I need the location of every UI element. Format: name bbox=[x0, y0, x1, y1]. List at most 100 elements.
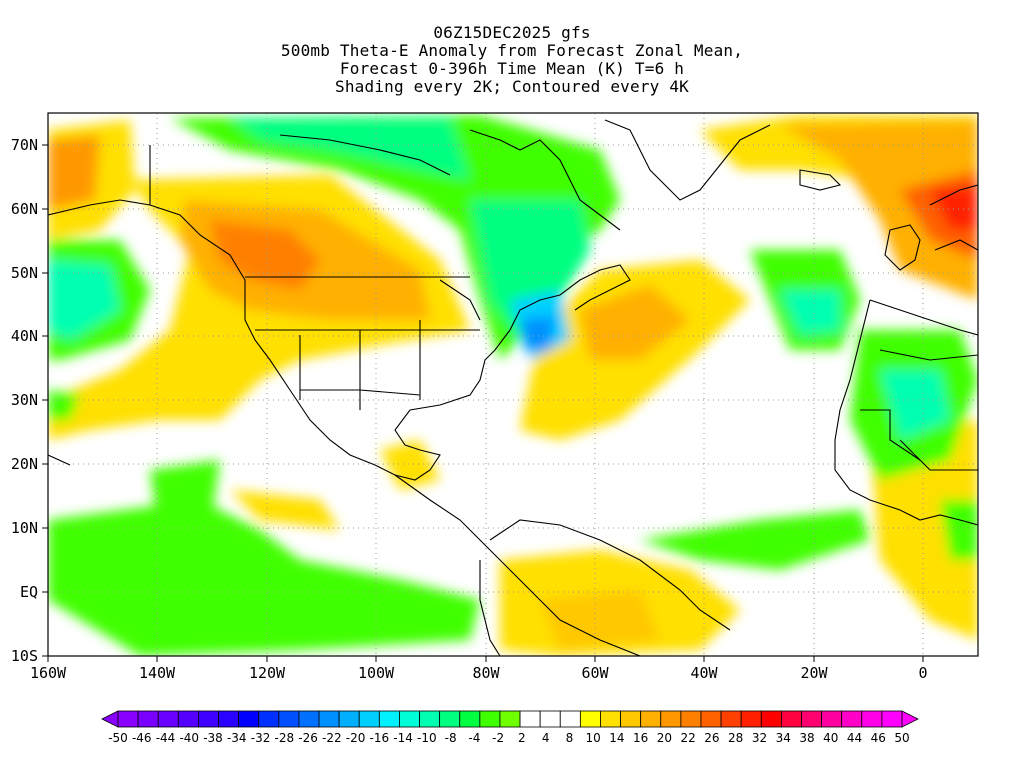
colorbar-box bbox=[600, 710, 621, 728]
colorbar-label: 44 bbox=[847, 731, 862, 745]
colorbar-box bbox=[338, 710, 360, 728]
lon-tick-label: 80W bbox=[472, 664, 500, 682]
colorbar-label: -40 bbox=[179, 731, 199, 745]
colorbar-label: 14 bbox=[609, 731, 624, 745]
colorbar-box bbox=[801, 710, 822, 728]
title-line-3: Forecast 0-396h Time Mean (K) T=6 h bbox=[339, 59, 685, 78]
colorbar-label: -46 bbox=[132, 731, 152, 745]
colorbar-label: -10 bbox=[417, 731, 437, 745]
lat-tick-label: 10N bbox=[11, 519, 38, 537]
colorbar-box bbox=[660, 710, 682, 728]
lat-tick-label: 60N bbox=[11, 200, 38, 218]
colorbar-box bbox=[620, 710, 642, 728]
colorbar-label: 2 bbox=[518, 731, 526, 745]
colorbar-label: -44 bbox=[156, 731, 176, 745]
colorbar-box bbox=[579, 710, 601, 728]
colorbar-box bbox=[680, 710, 702, 728]
colorbar-label: 4 bbox=[542, 731, 550, 745]
lat-tick-label: 50N bbox=[11, 264, 38, 282]
colorbar-box bbox=[881, 710, 903, 728]
colorbar-box bbox=[177, 710, 199, 728]
colorbar-box bbox=[559, 710, 581, 728]
lat-tick-labels: 10S EQ 10N 20N 30N 40N 50N 60N 70N bbox=[11, 136, 38, 665]
colorbar-label: 40 bbox=[823, 731, 838, 745]
colorbar-box bbox=[459, 710, 481, 728]
title-block: 06Z15DEC2025 gfs 500mb Theta-E Anomaly f… bbox=[0, 24, 1024, 96]
title-line-1: 06Z15DEC2025 gfs bbox=[433, 23, 591, 42]
colorbar-box bbox=[278, 710, 300, 728]
colorbar-label: 26 bbox=[704, 731, 719, 745]
colorbar-label: 50 bbox=[894, 731, 909, 745]
colorbar-label: -34 bbox=[227, 731, 247, 745]
colorbar-box bbox=[760, 710, 782, 728]
colorbar-box bbox=[399, 710, 420, 728]
colorbar-box bbox=[298, 710, 320, 728]
colorbar-label: 16 bbox=[633, 731, 648, 745]
lon-tick-label: 20W bbox=[800, 664, 828, 682]
colorbar-label: 8 bbox=[566, 731, 574, 745]
lon-tick-label: 0 bbox=[918, 664, 927, 682]
colorbar-box bbox=[479, 710, 501, 728]
colorbar-right-arrow bbox=[901, 710, 919, 728]
colorbar-box bbox=[499, 710, 521, 728]
lat-tick-label: 20N bbox=[11, 455, 38, 473]
colorbar-label: 28 bbox=[728, 731, 743, 745]
colorbar-label: 10 bbox=[586, 731, 601, 745]
colorbar-box bbox=[198, 710, 219, 728]
colorbar-box bbox=[841, 710, 863, 728]
colorbar-label: -8 bbox=[445, 731, 457, 745]
colorbar-label: -38 bbox=[203, 731, 223, 745]
map-frame bbox=[47, 112, 979, 657]
lon-tick-label: 100W bbox=[358, 664, 395, 682]
colorbar-box bbox=[117, 710, 139, 728]
colorbar-box bbox=[439, 710, 461, 728]
lat-tick-label: 40N bbox=[11, 327, 38, 345]
lon-tick-label: 120W bbox=[249, 664, 286, 682]
shading-layer bbox=[48, 113, 978, 656]
lat-tick-label: EQ bbox=[20, 583, 38, 601]
tick-marks bbox=[42, 144, 924, 662]
colorbar-box bbox=[258, 710, 280, 728]
colorbar-label: -22 bbox=[322, 731, 342, 745]
colorbar: -50 -46 -44 -40 -38 -34 -32 -28 -26 -22 -20 -16 -14-… bbox=[101, 710, 919, 745]
colorbar-box bbox=[378, 710, 400, 728]
colorbar-label: 46 bbox=[871, 731, 886, 745]
lon-tick-labels: 160W 140W 120W 100W 80W 60W 40W 20W 0 bbox=[30, 664, 928, 682]
colorbar-box bbox=[720, 710, 742, 728]
colorbar-label: 22 bbox=[681, 731, 696, 745]
colorbar-box bbox=[700, 710, 722, 728]
colorbar-label: -28 bbox=[274, 731, 294, 745]
colorbar-box bbox=[861, 710, 883, 728]
colorbar-box bbox=[519, 710, 541, 728]
colorbar-label: -20 bbox=[346, 731, 366, 745]
colorbar-label: -14 bbox=[393, 731, 413, 745]
colorbar-box bbox=[740, 710, 762, 728]
colorbar-box bbox=[157, 710, 179, 728]
gridlines bbox=[48, 113, 978, 656]
title-line-2: 500mb Theta-E Anomaly from Forecast Zona… bbox=[280, 41, 744, 60]
colorbar-box bbox=[318, 710, 340, 728]
lat-tick-label: 30N bbox=[11, 391, 38, 409]
colorbar-label: -50 bbox=[108, 731, 128, 745]
lon-tick-label: 160W bbox=[30, 664, 67, 682]
lat-tick-label: 70N bbox=[11, 136, 38, 154]
colorbar-box bbox=[358, 710, 380, 728]
lat-tick-label: 10S bbox=[11, 647, 38, 665]
colorbar-box bbox=[137, 710, 159, 728]
lon-tick-label: 60W bbox=[581, 664, 609, 682]
colorbar-label: -26 bbox=[298, 731, 318, 745]
colorbar-box bbox=[238, 710, 260, 728]
colorbar-box bbox=[780, 710, 802, 728]
colorbar-box bbox=[419, 710, 441, 728]
colorbar-box bbox=[539, 710, 561, 728]
colorbar-label: -4 bbox=[468, 731, 480, 745]
lon-tick-label: 40W bbox=[690, 664, 718, 682]
coastlines bbox=[48, 119, 978, 656]
colorbar-left-arrow bbox=[101, 710, 119, 728]
title-line-4: Shading every 2K; Contoured every 4K bbox=[335, 77, 689, 96]
colorbar-label: 34 bbox=[776, 731, 791, 745]
lon-tick-label: 140W bbox=[139, 664, 176, 682]
colorbar-box bbox=[640, 710, 662, 728]
colorbar-label: -32 bbox=[251, 731, 271, 745]
